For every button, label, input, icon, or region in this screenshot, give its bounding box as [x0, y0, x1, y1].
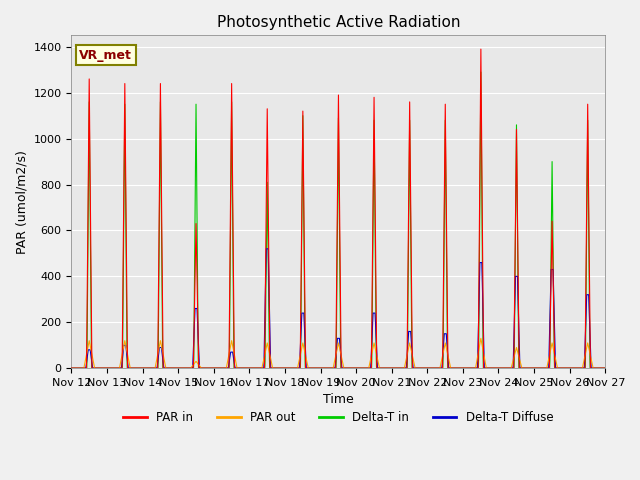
Legend: PAR in, PAR out, Delta-T in, Delta-T Diffuse: PAR in, PAR out, Delta-T in, Delta-T Dif… — [118, 407, 558, 429]
X-axis label: Time: Time — [323, 394, 354, 407]
Text: VR_met: VR_met — [79, 48, 132, 61]
Y-axis label: PAR (umol/m2/s): PAR (umol/m2/s) — [15, 150, 28, 254]
Title: Photosynthetic Active Radiation: Photosynthetic Active Radiation — [216, 15, 460, 30]
